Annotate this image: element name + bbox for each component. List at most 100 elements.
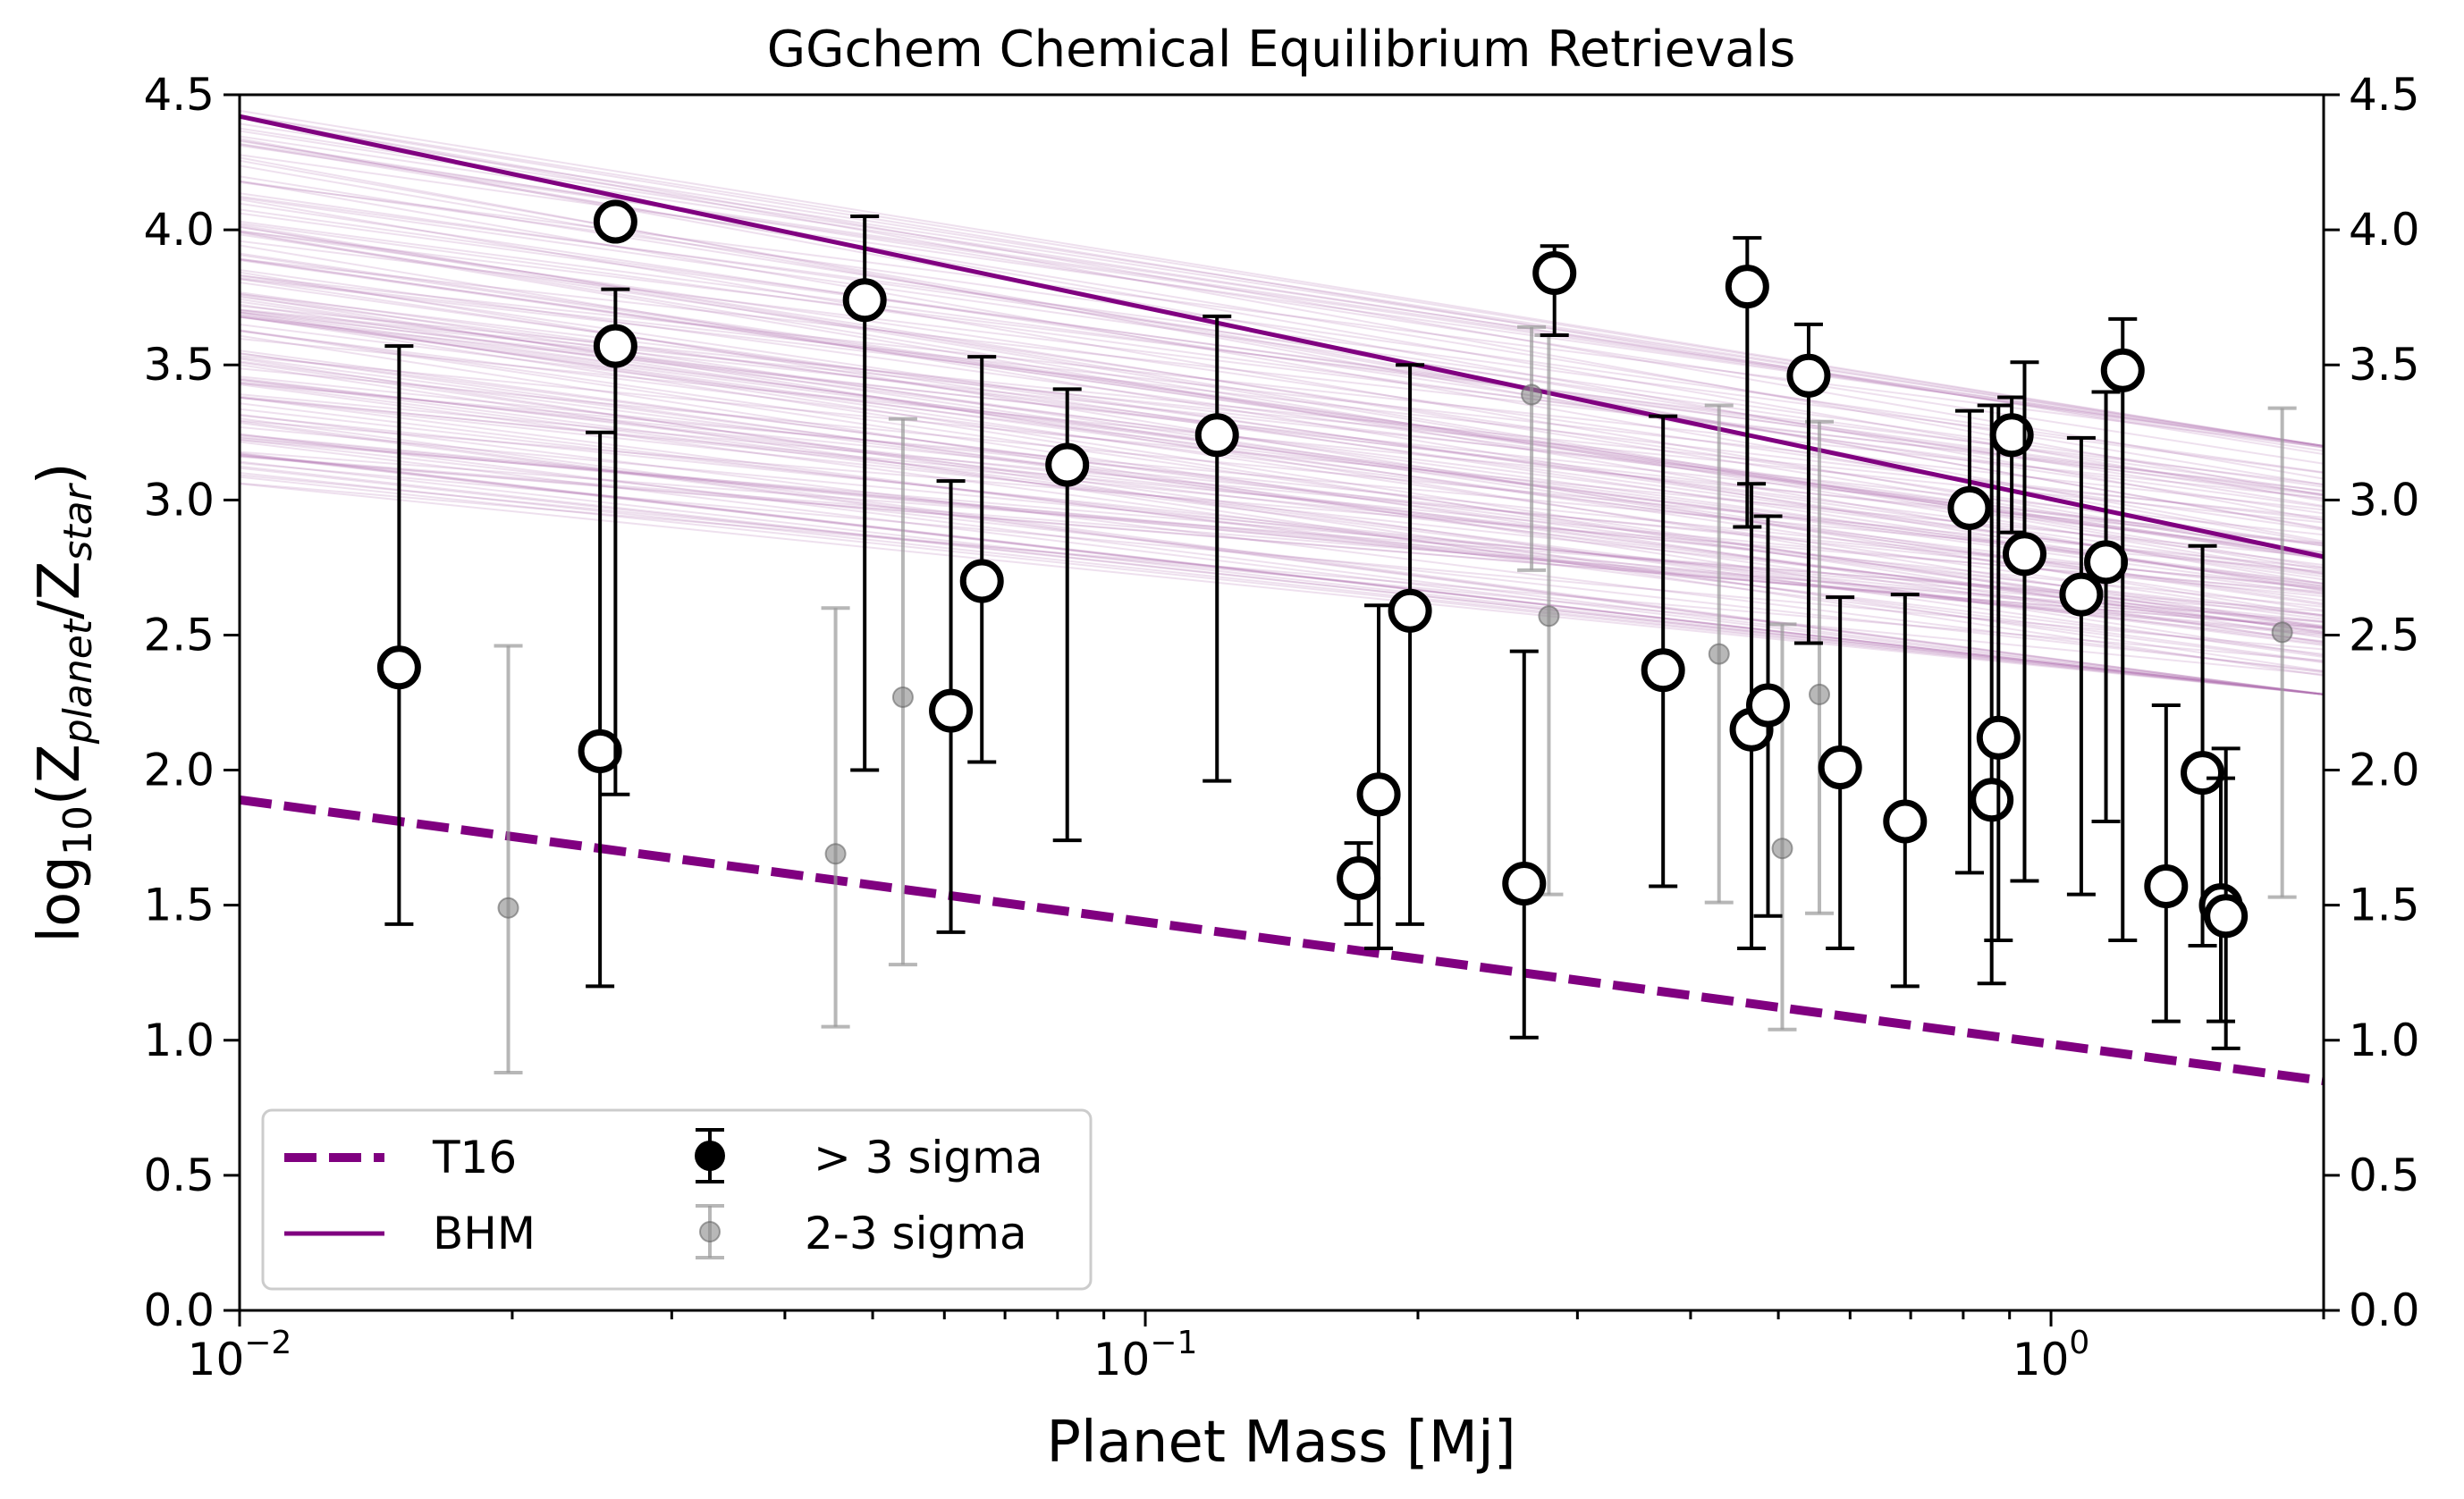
posterior-line: [240, 122, 2324, 447]
posterior-line: [240, 316, 2324, 587]
posterior-line: [240, 364, 2324, 677]
data-point-gt-3-sigma: [376, 344, 421, 926]
legend-label-gt-3-sigma: > 3 sigma: [814, 1132, 1043, 1183]
posterior-line: [240, 434, 2324, 635]
posterior-line: [240, 396, 2324, 664]
x-axis-ticks: 10−2 10−1 100: [188, 1310, 2325, 1385]
y-tick-label-right: 0.5: [2349, 1150, 2420, 1201]
y-tick-label-right: 3.5: [2349, 339, 2420, 391]
y-tick-label-right: 3.0: [2349, 474, 2420, 526]
y-label-prefix: log: [27, 855, 93, 943]
series-gt-3-sigma: [376, 199, 2249, 1050]
data-point-gt-3-sigma: [842, 215, 887, 772]
posterior-line: [240, 455, 2324, 629]
posterior-line: [240, 220, 2324, 496]
posterior-line: [240, 309, 2324, 576]
data-point-gt-3-sigma: [1502, 649, 1547, 1040]
posterior-band-lines: [240, 109, 2324, 695]
y-tick-label-left: 4.0: [143, 204, 215, 256]
y-tick-label-left: 4.5: [143, 69, 215, 121]
bhm-line: [240, 114, 2324, 560]
data-point-gt-3-sigma: [1337, 841, 1381, 926]
posterior-line: [240, 315, 2324, 639]
posterior-line: [240, 420, 2324, 695]
posterior-line: [240, 274, 2324, 500]
posterior-line: [240, 314, 2324, 585]
posterior-line: [240, 483, 2324, 695]
data-point-2-3-sigma: [888, 417, 917, 967]
y-axis-ticks: 0.0 0.0 0.5 0.5 1.0 1.0 1.5 1.5 2.0 2.0 2.5 2.5 3.0 3…: [143, 69, 2419, 1336]
posterior-line: [240, 276, 2324, 511]
y-tick-label-left: 2.5: [143, 609, 215, 661]
posterior-line: [240, 417, 2324, 695]
posterior-line: [240, 114, 2324, 456]
y-tick-label-right: 4.5: [2349, 69, 2420, 121]
y-tick-label-left: 3.5: [143, 339, 215, 391]
posterior-line: [240, 439, 2324, 617]
data-point-gt-3-sigma: [1947, 408, 1992, 875]
posterior-line: [240, 452, 2324, 695]
posterior-line: [240, 303, 2324, 611]
posterior-line: [240, 142, 2324, 447]
posterior-line: [240, 361, 2324, 659]
posterior-line: [240, 116, 2324, 497]
posterior-line: [240, 419, 2324, 594]
posterior-line: [240, 143, 2324, 486]
posterior-line: [240, 324, 2324, 585]
posterior-line: [240, 408, 2324, 643]
posterior-line: [240, 452, 2324, 695]
posterior-line: [240, 130, 2324, 452]
y-tick-label-right: 1.0: [2349, 1015, 2420, 1066]
posterior-line: [240, 139, 2324, 502]
y-tick-label-right: 1.5: [2349, 880, 2420, 931]
data-point-2-3-sigma: [1517, 324, 1547, 572]
posterior-line: [240, 329, 2324, 629]
data-point-gt-3-sigma: [593, 287, 637, 796]
data-point-gt-3-sigma: [578, 430, 622, 989]
y-label-sub-planet: planet: [55, 618, 101, 745]
posterior-line: [240, 156, 2324, 543]
y-tick-label-left: 3.0: [143, 474, 215, 526]
data-point-gt-3-sigma: [2100, 316, 2145, 942]
legend-frame: [261, 1108, 1093, 1291]
data-point-2-3-sigma: [494, 644, 523, 1075]
posterior-line: [240, 114, 2324, 447]
y-axis-label: log10(Zplanet/Zstar): [27, 462, 101, 942]
y-tick-label-left: 2.0: [143, 745, 215, 796]
data-point-gt-3-sigma: [1641, 414, 1685, 888]
data-point-gt-3-sigma: [2144, 703, 2189, 1023]
posterior-line: [240, 474, 2324, 676]
posterior-line: [240, 383, 2324, 663]
posterior-line: [240, 180, 2324, 474]
y-label-close: ): [27, 462, 93, 484]
posterior-line: [240, 244, 2324, 592]
legend-swatch-gt-3-sigma: [695, 1128, 725, 1183]
t16-line: [240, 795, 2324, 1086]
posterior-line: [240, 349, 2324, 627]
posterior-line: [240, 109, 2324, 447]
posterior-line: [240, 357, 2324, 634]
posterior-line: [240, 222, 2324, 509]
posterior-line: [240, 393, 2324, 589]
x-axis-label: Planet Mass [Mj]: [1046, 1410, 1515, 1476]
posterior-line: [240, 375, 2324, 590]
posterior-line: [240, 257, 2324, 492]
posterior-line: [240, 308, 2324, 524]
data-point-2-3-sigma: [1704, 403, 1734, 905]
data-point-gt-3-sigma: [2059, 435, 2104, 897]
data-point-gt-3-sigma: [1970, 403, 2014, 986]
y-tick-label-left: 0.5: [143, 1150, 215, 1201]
posterior-line: [240, 402, 2324, 655]
legend-label-bhm: BHM: [433, 1208, 536, 1259]
posterior-line: [240, 127, 2324, 447]
legend: T16 BHM > 3 sigma 2-3 sigma: [261, 1108, 1093, 1291]
y-tick-label-right: 0.0: [2349, 1284, 2420, 1336]
posterior-line: [240, 316, 2324, 602]
model-lines: [240, 114, 2324, 1086]
legend-swatch-2-3-sigma: [696, 1204, 724, 1259]
y-tick-label-left: 1.5: [143, 880, 215, 931]
posterior-line: [240, 311, 2324, 592]
posterior-line: [240, 382, 2324, 646]
data-point-2-3-sigma: [2267, 406, 2297, 899]
y-tick-label-right: 4.0: [2349, 204, 2420, 256]
